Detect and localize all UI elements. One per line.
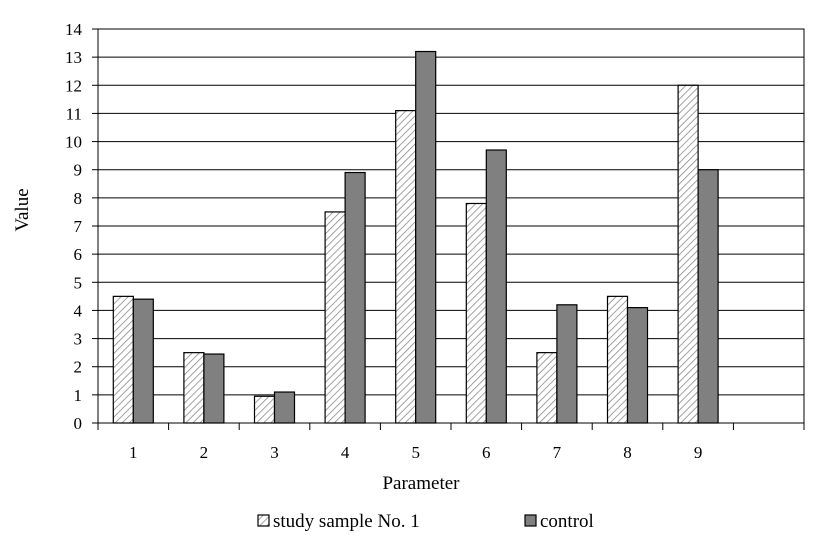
- x-tick-label: 9: [694, 443, 703, 462]
- bar-study-sample-5: [395, 110, 417, 424]
- y-tick-label: 14: [65, 20, 83, 39]
- y-axis-title: Value: [12, 188, 33, 231]
- bar-control-2: [203, 353, 225, 424]
- bar-control-1: [132, 298, 154, 424]
- bar-control-5: [415, 50, 437, 424]
- y-tick-label: 11: [66, 104, 82, 123]
- bar-control-9: [697, 169, 719, 424]
- y-tick-label: 5: [74, 273, 83, 292]
- x-tick-label: 7: [553, 443, 562, 462]
- legend-swatch-1: [524, 514, 537, 527]
- y-tick-label: 4: [74, 301, 83, 320]
- bar-study-sample-3: [253, 395, 276, 424]
- bar-study-sample-7: [536, 352, 558, 424]
- x-tick-labels: 1 2 3 4 5 6 7 8 9: [129, 443, 702, 462]
- bar-study-sample-9: [677, 84, 699, 424]
- x-tick-label: 6: [482, 443, 491, 462]
- bar-control-7: [556, 304, 578, 424]
- bar-control-3: [273, 391, 296, 424]
- x-tick-label: 8: [623, 443, 632, 462]
- bar-study-sample-2: [183, 352, 205, 424]
- bars: [112, 50, 719, 424]
- x-tick-label: 1: [129, 443, 138, 462]
- bar-control-4: [344, 171, 366, 424]
- y-tick-label: 13: [65, 48, 82, 67]
- x-tick-label: 5: [411, 443, 420, 462]
- legend: study sample No. 1 control: [257, 511, 594, 532]
- y-tick-label: 6: [74, 245, 83, 264]
- x-tick-label: 4: [341, 443, 350, 462]
- x-tick-label: 3: [270, 443, 279, 462]
- bar-control-8: [626, 307, 649, 424]
- bar-study-sample-4: [324, 211, 346, 424]
- bar-study-sample-8: [606, 295, 629, 424]
- axes: [92, 28, 805, 430]
- y-tick-label: 8: [74, 189, 83, 208]
- y-tick-label: 1: [74, 386, 83, 405]
- x-axis-title: Parameter: [382, 473, 460, 494]
- y-tick-label: 3: [74, 330, 83, 349]
- legend-label-0: study sample No. 1: [273, 511, 420, 532]
- bar-control-6: [485, 149, 507, 424]
- legend-swatch-0: [257, 514, 270, 527]
- bar-study-sample-6: [465, 202, 487, 424]
- y-tick-label: 12: [65, 76, 82, 95]
- x-tick-label: 2: [200, 443, 209, 462]
- y-tick-label: 10: [65, 133, 82, 152]
- y-tick-label: 7: [74, 217, 83, 236]
- legend-label-1: control: [540, 511, 594, 532]
- bar-study-sample-1: [112, 295, 134, 424]
- y-tick-label: 0: [74, 414, 83, 433]
- y-tick-label: 9: [74, 161, 83, 180]
- y-tick-label: 2: [74, 358, 83, 377]
